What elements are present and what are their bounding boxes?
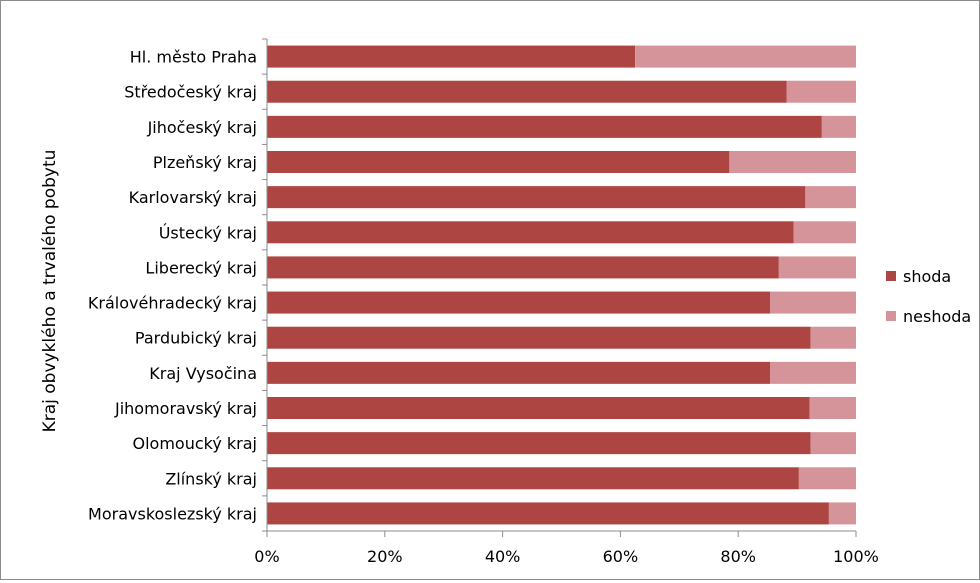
bar-shoda-2	[267, 115, 822, 138]
bar-shoda-3	[267, 151, 730, 173]
bars-layer	[267, 45, 856, 525]
category-label: Pardubický kraj	[135, 329, 257, 348]
x-tick-label: 60%	[603, 547, 639, 566]
category-label: Královéhradecký kraj	[88, 294, 257, 313]
bar-shoda-4	[267, 186, 806, 209]
bar-neshoda-3	[729, 151, 856, 173]
bar-neshoda-6	[778, 256, 856, 279]
x-tick-label: 100%	[833, 547, 879, 566]
bar-shoda-5	[267, 221, 794, 244]
x-tick-labels: 0% 20% 40% 60% 80% 100%	[254, 547, 879, 566]
category-label: Středočeský kraj	[124, 83, 257, 102]
category-label: Jihomoravský kraj	[114, 399, 257, 418]
category-label: Zlínský kraj	[165, 469, 257, 488]
axes-layer	[262, 38, 857, 537]
category-label: Kraj Vysočina	[149, 364, 257, 383]
bar-shoda-13	[267, 502, 829, 525]
x-tick-label: 80%	[720, 547, 756, 566]
category-label: Plzeňský kraj	[153, 153, 257, 172]
bar-neshoda-13	[828, 502, 856, 525]
bar-shoda-7	[267, 291, 771, 314]
legend-swatch-shoda	[886, 271, 896, 281]
x-tick-label: 40%	[485, 547, 521, 566]
category-label: Olomoucký kraj	[133, 434, 257, 453]
bar-shoda-9	[267, 361, 771, 384]
bar-neshoda-11	[810, 432, 856, 455]
bar-shoda-6	[267, 256, 779, 279]
category-label: Ústecký kraj	[159, 223, 257, 242]
category-label: Liberecký kraj	[145, 258, 257, 277]
bar-neshoda-0	[635, 45, 856, 68]
x-tick-label: 0%	[254, 547, 279, 566]
legend: shoda neshoda	[886, 267, 971, 326]
category-label: Karlovarský kraj	[129, 188, 257, 207]
bar-shoda-11	[267, 432, 811, 455]
category-label: Moravskoslezský kraj	[88, 504, 257, 523]
bar-shoda-12	[267, 467, 799, 490]
bar-neshoda-2	[821, 115, 856, 138]
y-axis-title: Kraj obvyklého a trvalého pobytu	[40, 150, 60, 433]
category-label: Hl. město Praha	[130, 48, 257, 67]
bar-neshoda-10	[809, 397, 856, 419]
bar-shoda-8	[267, 326, 811, 349]
bar-neshoda-8	[810, 326, 856, 349]
legend-label-shoda: shoda	[903, 267, 951, 286]
bar-neshoda-7	[770, 291, 856, 314]
legend-label-neshoda: neshoda	[903, 307, 971, 326]
bar-neshoda-4	[805, 186, 856, 209]
bar-shoda-10	[267, 397, 810, 419]
bar-neshoda-12	[798, 467, 856, 490]
bar-neshoda-1	[786, 80, 856, 103]
legend-swatch-neshoda	[886, 311, 896, 321]
x-tick-label: 20%	[367, 547, 403, 566]
bar-shoda-1	[267, 80, 787, 103]
bar-shoda-0	[267, 45, 636, 68]
bar-neshoda-5	[793, 221, 856, 244]
category-label: Jihočeský kraj	[147, 118, 257, 137]
bar-neshoda-9	[770, 361, 856, 384]
category-labels: Hl. město Praha Středočeský kraj Jihočeský…	[88, 48, 257, 524]
